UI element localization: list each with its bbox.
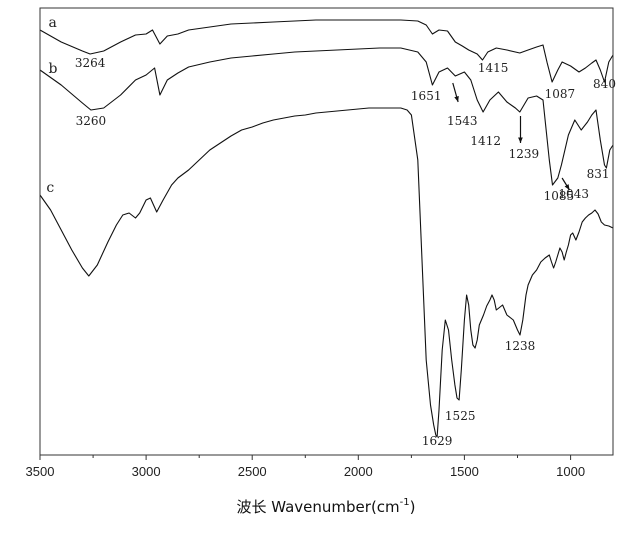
annotation-arrowhead bbox=[454, 96, 459, 102]
x-tick-label-2000: 2000 bbox=[344, 464, 373, 479]
peak-label-1629: 1629 bbox=[422, 434, 453, 448]
peak-label-1239: 1239 bbox=[509, 147, 540, 161]
series-label-b: b bbox=[49, 61, 58, 77]
series-line-a bbox=[39, 19, 614, 83]
peak-label-1043: 1043 bbox=[558, 187, 589, 201]
peak-label-1415: 1415 bbox=[478, 61, 509, 75]
x-axis-label: 波长 Wavenumber(cm-1) bbox=[236, 497, 415, 516]
peak-label-1087: 1087 bbox=[545, 87, 576, 101]
series-label-a: a bbox=[49, 15, 57, 31]
annotation-arrowhead bbox=[518, 137, 523, 143]
peak-label-1412: 1412 bbox=[470, 134, 501, 148]
peak-label-840: 840 bbox=[593, 77, 616, 91]
plot-frame bbox=[39, 7, 614, 456]
peak-label-3260: 3260 bbox=[76, 114, 107, 128]
x-tick-label-3000: 3000 bbox=[132, 464, 161, 479]
peak-label-1525: 1525 bbox=[445, 409, 476, 423]
series-lines bbox=[39, 19, 614, 438]
x-tick-label-1000: 1000 bbox=[556, 464, 585, 479]
peak-label-3264: 3264 bbox=[75, 56, 106, 70]
peak-label-1238: 1238 bbox=[505, 339, 536, 353]
x-tick-label-1500: 1500 bbox=[450, 464, 479, 479]
series-label-c: c bbox=[46, 180, 54, 196]
x-tick-label-3500: 3500 bbox=[26, 464, 55, 479]
annotation-arrowhead bbox=[564, 184, 570, 190]
series-line-b bbox=[39, 47, 614, 186]
x-axis-label-prefix: 波长 Wavenumber(cm bbox=[236, 498, 399, 516]
peak-label-831: 831 bbox=[587, 167, 610, 181]
annotations: a b c 3264 3260 1415 1087 840 1651 1543 1412 1239 10… bbox=[46, 15, 616, 448]
x-axis-ticks: 3500 3000 2500 2000 1500 1000 bbox=[26, 455, 585, 479]
peak-label-1651: 1651 bbox=[411, 89, 442, 103]
series-line-c bbox=[39, 107, 614, 438]
x-tick-label-2500: 2500 bbox=[238, 464, 267, 479]
x-axis-label-suffix: ) bbox=[410, 498, 416, 516]
peak-label-1085: 1085 bbox=[544, 189, 575, 203]
x-axis-label-sup: -1 bbox=[400, 497, 410, 508]
peak-label-1543: 1543 bbox=[447, 114, 478, 128]
